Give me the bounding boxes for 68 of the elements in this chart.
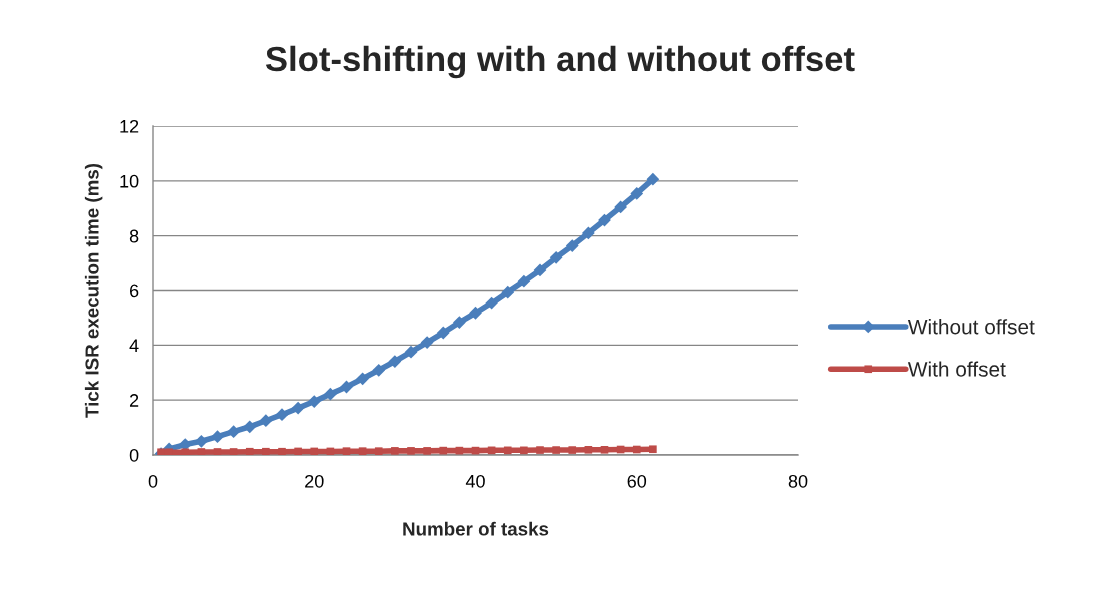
point — [356, 372, 370, 386]
y-tick-label: 0 — [129, 448, 139, 462]
point — [358, 447, 367, 455]
y-tick-label: 6 — [129, 284, 139, 298]
point — [632, 445, 641, 454]
y-tick-label: 4 — [129, 339, 139, 352]
point — [211, 430, 224, 444]
point — [372, 363, 386, 377]
legend-label: With offset — [907, 361, 1006, 377]
point — [404, 345, 418, 359]
point — [614, 200, 628, 214]
point — [503, 446, 512, 455]
point — [536, 446, 544, 454]
x-tick-label: 40 — [465, 474, 485, 488]
point — [245, 447, 254, 455]
point — [485, 296, 499, 310]
x-tick-label: 80 — [788, 474, 808, 488]
point — [452, 316, 466, 329]
point — [581, 226, 595, 240]
chart-title: Slot-shifting with and without offset — [265, 45, 855, 79]
y-tick-label: 10 — [120, 174, 139, 188]
y-tick-label: 2 — [129, 394, 139, 407]
point — [262, 447, 270, 455]
point — [549, 250, 563, 264]
x-tick-label: 60 — [627, 474, 647, 488]
point — [646, 172, 660, 186]
point — [197, 448, 206, 455]
x-axis-title: Number of tasks — [403, 521, 549, 536]
point — [294, 447, 302, 455]
point — [310, 447, 319, 455]
legend-label: Without offset — [907, 319, 1035, 335]
y-tick-label: 12 — [120, 119, 139, 133]
point — [568, 446, 577, 454]
point — [501, 285, 515, 299]
x-tick-label: 0 — [148, 474, 158, 488]
point — [420, 336, 434, 349]
point — [565, 239, 579, 252]
point — [278, 447, 286, 455]
point — [275, 408, 289, 422]
point — [227, 425, 241, 439]
point — [259, 414, 273, 428]
point — [423, 447, 431, 455]
point — [243, 420, 257, 434]
point — [439, 446, 448, 455]
y-axis-title: Tick ISR execution time (ms) — [84, 163, 103, 418]
y-tick-label: 8 — [129, 229, 139, 243]
point — [600, 445, 609, 454]
point — [584, 445, 593, 454]
point — [342, 447, 351, 455]
point — [517, 274, 531, 288]
point — [649, 445, 657, 454]
point — [391, 447, 399, 455]
point — [407, 447, 415, 455]
point — [552, 446, 560, 454]
x-tick-label: 20 — [305, 474, 324, 488]
point — [630, 187, 644, 200]
point — [194, 434, 208, 448]
point — [520, 446, 528, 455]
point — [307, 395, 321, 408]
point — [374, 447, 383, 455]
point — [388, 355, 402, 368]
point — [213, 448, 222, 455]
point — [533, 263, 547, 277]
point — [291, 401, 305, 415]
point — [469, 306, 482, 320]
point — [323, 387, 337, 401]
point — [436, 326, 450, 340]
point — [229, 448, 238, 455]
